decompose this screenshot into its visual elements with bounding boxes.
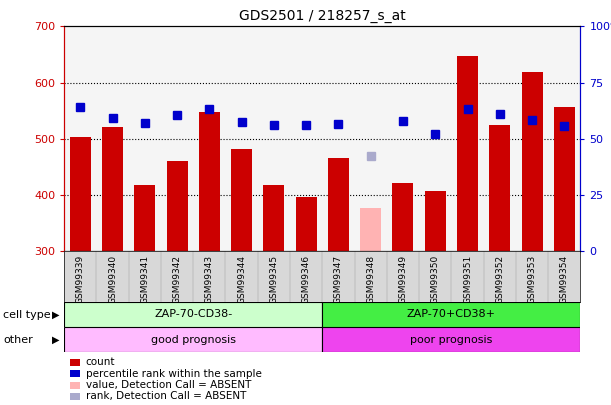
Bar [70,137,91,251]
Bar [360,209,381,251]
Text: GSM99346: GSM99346 [302,255,310,304]
Text: value, Detection Call = ABSENT: value, Detection Call = ABSENT [86,380,251,390]
Text: GSM99348: GSM99348 [366,255,375,304]
Text: GSM99347: GSM99347 [334,255,343,304]
Text: GSM99339: GSM99339 [76,255,85,305]
Bar [328,158,349,251]
Text: percentile rank within the sample: percentile rank within the sample [86,369,262,379]
Text: rank, Detection Call = ABSENT: rank, Detection Call = ABSENT [86,392,246,401]
Text: ▶: ▶ [53,335,60,345]
Text: GSM99350: GSM99350 [431,255,440,305]
Bar [167,161,188,251]
Bar [323,327,580,352]
Bar [231,149,252,251]
Bar [392,183,414,251]
Text: ZAP-70+CD38+: ZAP-70+CD38+ [407,309,496,320]
Text: ZAP-70-CD38-: ZAP-70-CD38- [154,309,232,320]
Text: GSM99351: GSM99351 [463,255,472,305]
Text: ▶: ▶ [53,310,60,320]
Text: GSM99353: GSM99353 [527,255,536,305]
Text: GSM99349: GSM99349 [398,255,408,304]
Text: GSM99340: GSM99340 [108,255,117,304]
Bar [134,185,155,251]
Bar [102,127,123,251]
Bar [522,72,543,251]
Bar [323,302,580,327]
Text: GSM99341: GSM99341 [141,255,149,304]
Bar [296,196,316,251]
Text: GSM99342: GSM99342 [172,255,181,304]
Bar [457,55,478,251]
Text: GSM99345: GSM99345 [269,255,279,304]
Text: other: other [3,335,33,345]
Bar [64,327,323,352]
Bar [263,185,284,251]
Text: GSM99344: GSM99344 [237,255,246,304]
Text: GSM99354: GSM99354 [560,255,569,304]
Text: cell type: cell type [3,310,51,320]
Text: GSM99343: GSM99343 [205,255,214,304]
Bar [489,125,510,251]
Text: GSM99352: GSM99352 [496,255,504,304]
Text: count: count [86,358,115,367]
Bar [554,107,575,251]
Text: poor prognosis: poor prognosis [410,335,492,345]
Title: GDS2501 / 218257_s_at: GDS2501 / 218257_s_at [239,9,406,23]
Bar [425,191,446,251]
Bar [199,112,220,251]
Bar [64,302,323,327]
Text: good prognosis: good prognosis [151,335,236,345]
